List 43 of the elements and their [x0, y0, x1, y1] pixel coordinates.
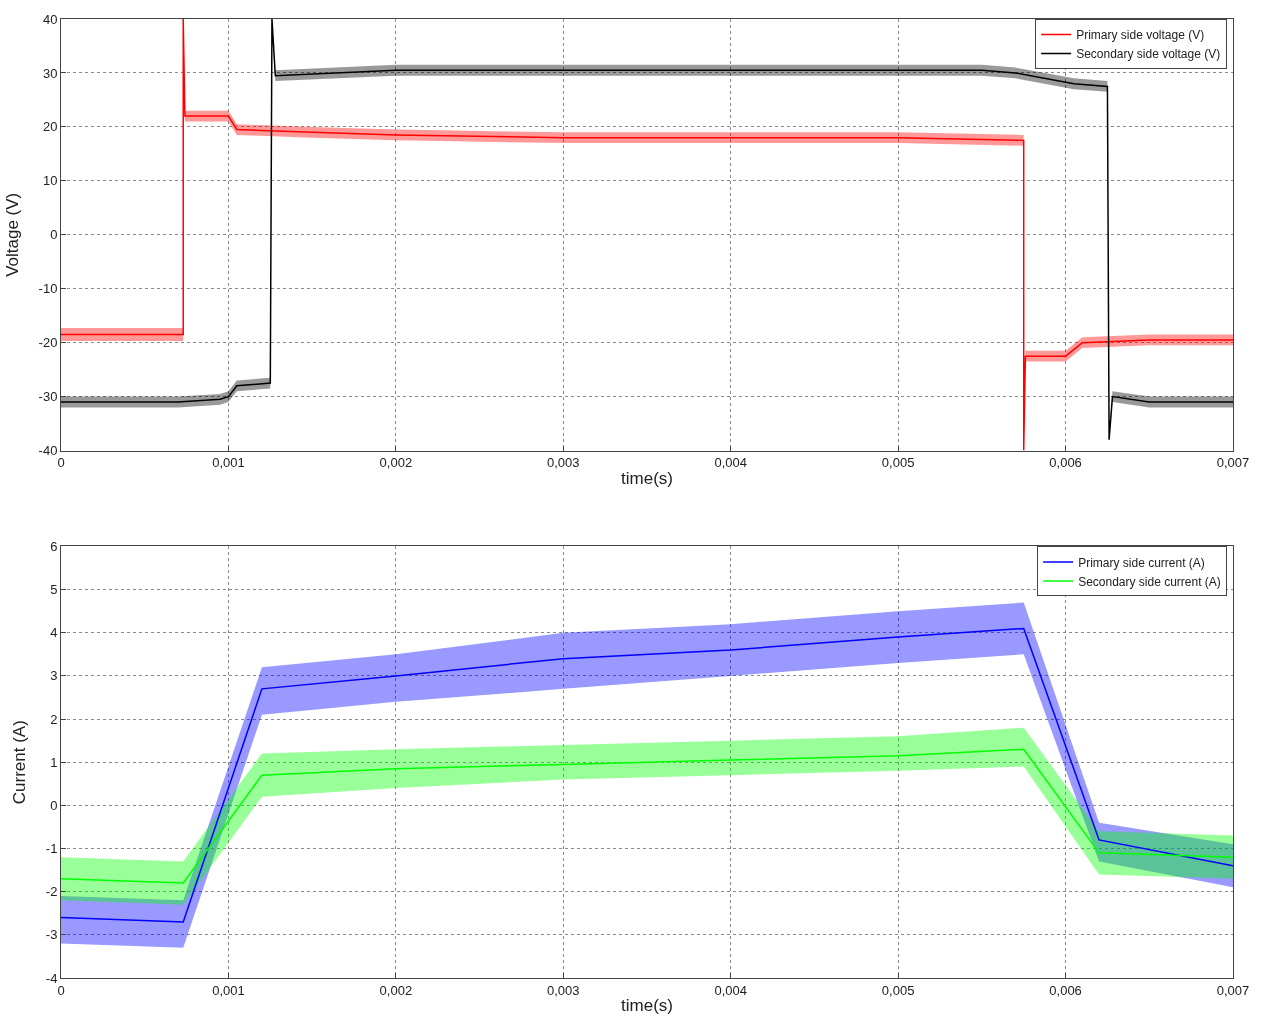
legend-label: Primary side current (A) [1078, 555, 1205, 570]
x-tick-label: 0,005 [881, 982, 915, 998]
y-tick-label: -20 [38, 335, 58, 351]
x-tick-label: 0,007 [1216, 982, 1250, 998]
x-tick-label: 0,006 [1049, 982, 1082, 998]
x-axis-title: time(s) [621, 996, 673, 1015]
y-tick-label: 40 [42, 11, 58, 27]
y-axis-title: Voltage (V) [3, 192, 23, 277]
y-tick-label: -40 [38, 443, 58, 459]
legend-label: Secondary side current (A) [1078, 574, 1221, 589]
x-axis-title: time(s) [621, 468, 673, 488]
x-tick-label: 0,003 [547, 982, 580, 998]
x-tick-label: 0,003 [547, 455, 580, 471]
y-tick-label: -2 [45, 884, 58, 900]
y-tick-label: 3 [50, 668, 58, 684]
y-axis-title: Current (A) [10, 720, 30, 805]
x-tick-label: 0,004 [714, 982, 747, 998]
y-tick-label: 0 [50, 797, 58, 813]
x-tick-label: 0,001 [212, 455, 245, 471]
legend-label: Primary side voltage (V) [1076, 28, 1205, 43]
x-tick-label: 0,005 [881, 455, 915, 471]
y-tick-label: -4 [45, 970, 58, 986]
x-tick-label: 0,006 [1049, 455, 1082, 471]
x-tick-label: 0,004 [714, 455, 747, 471]
y-tick-label: 20 [42, 119, 58, 135]
y-tick-label: -3 [45, 927, 58, 943]
y-tick-label: 1 [50, 754, 58, 770]
line-series [61, 748, 1233, 884]
y-tick-label: -1 [45, 841, 58, 857]
y-tick-label: 4 [50, 625, 58, 641]
legend-label: Secondary side voltage (V) [1076, 47, 1221, 62]
y-tick-label: 2 [50, 711, 58, 727]
y-tick-label: 6 [50, 539, 58, 554]
x-tick-label: 0,002 [379, 982, 413, 998]
y-tick-label: 30 [42, 65, 58, 81]
y-tick-label: -10 [38, 281, 58, 297]
y-tick-label: 10 [42, 173, 58, 189]
y-tick-label: -30 [38, 389, 58, 405]
y-tick-label: 0 [50, 227, 58, 243]
x-tick-label: 0,002 [379, 455, 413, 471]
x-tick-label: 0,001 [212, 982, 245, 998]
x-tick-label: 0,007 [1216, 455, 1250, 471]
y-tick-label: 5 [50, 582, 58, 598]
